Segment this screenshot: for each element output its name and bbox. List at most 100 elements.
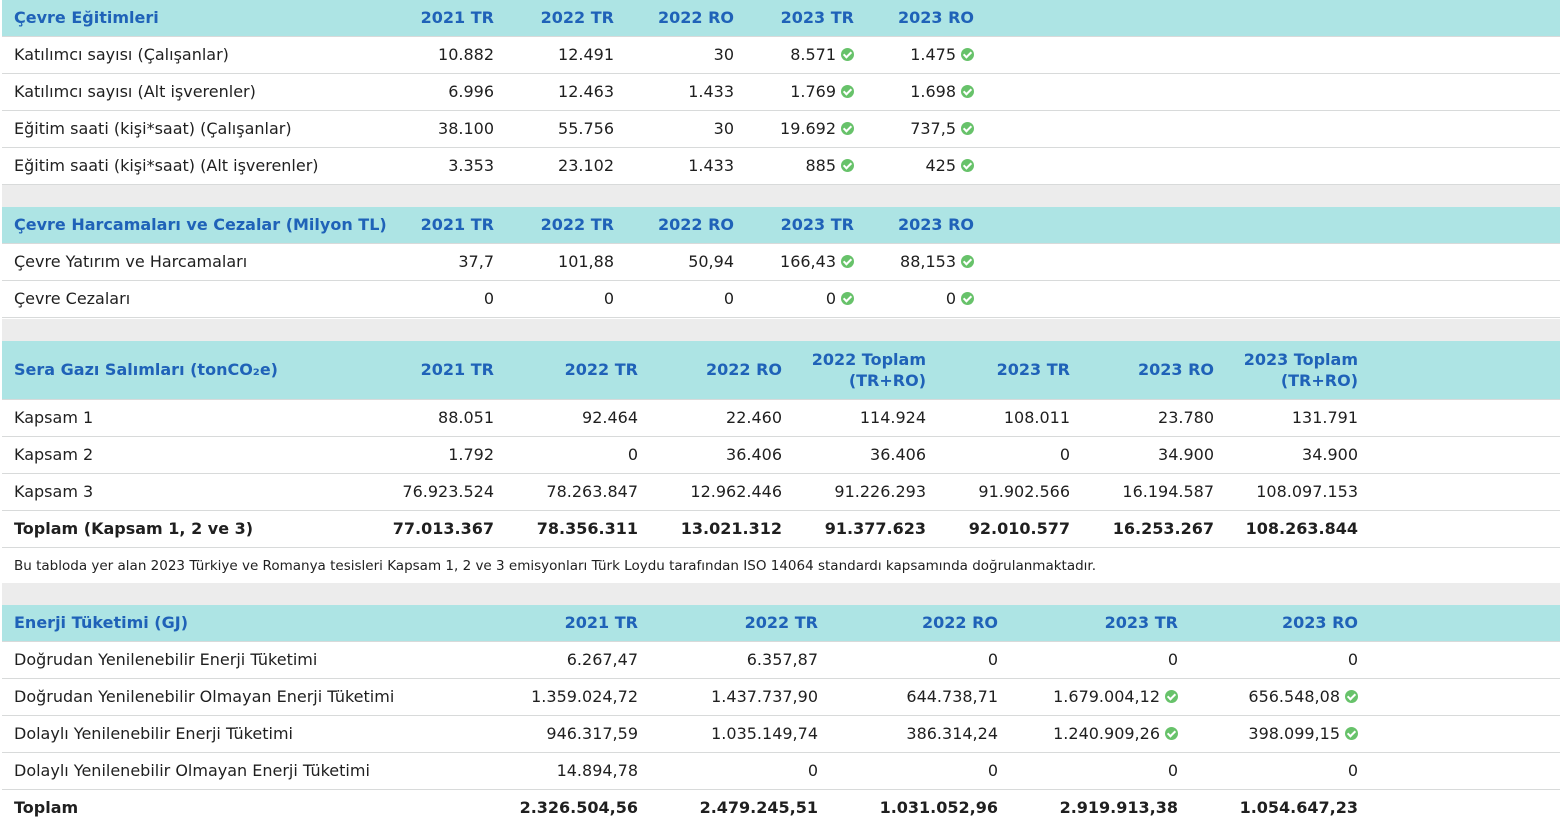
row-label: Kapsam 1 bbox=[14, 408, 94, 427]
col-header: 2021 TR bbox=[564, 613, 638, 632]
col-header: 2023 RO bbox=[1281, 613, 1358, 632]
value-cell: 13.021.312 bbox=[680, 519, 782, 538]
value-cell: 37,7 bbox=[458, 252, 494, 271]
section-separator bbox=[2, 583, 1560, 605]
value-cell: 101,88 bbox=[558, 252, 614, 271]
value-cell: 30 bbox=[713, 45, 734, 64]
row-label: Eğitim saati (kişi*saat) (Çalışanlar) bbox=[14, 119, 292, 138]
verified-value: 737,5 bbox=[910, 111, 974, 147]
verified-value: 0 bbox=[946, 281, 974, 317]
value-cell: 77.013.367 bbox=[392, 519, 494, 538]
value-text: 0 bbox=[825, 289, 836, 308]
verified-check-icon bbox=[841, 292, 854, 305]
value-cell: 108.263.844 bbox=[1245, 519, 1358, 538]
value-cell: 1.792 bbox=[448, 445, 494, 464]
col-header: 2022 TR bbox=[540, 215, 614, 234]
total-row: Toplam 2.326.504,56 2.479.245,51 1.031.0… bbox=[2, 790, 1560, 826]
value-cell: 0 bbox=[1347, 650, 1358, 669]
verified-value: 166,43 bbox=[780, 244, 854, 280]
value-cell: 6.357,87 bbox=[746, 650, 818, 669]
value-cell: 91.902.566 bbox=[978, 482, 1070, 501]
value-cell: 36.406 bbox=[726, 445, 782, 464]
value-cell: 22.460 bbox=[726, 408, 782, 427]
value-cell: 30 bbox=[713, 119, 734, 138]
value-text: 88,153 bbox=[900, 252, 956, 271]
verified-check-icon bbox=[1345, 690, 1358, 703]
value-cell: 2.326.504,56 bbox=[519, 798, 638, 817]
value-cell: 1.031.052,96 bbox=[879, 798, 998, 817]
value-cell: 946.317,59 bbox=[546, 724, 638, 743]
value-text: 656.548,08 bbox=[1248, 687, 1340, 706]
col-header: 2023 RO bbox=[1137, 360, 1214, 379]
value-cell: 23.102 bbox=[558, 156, 614, 175]
col-header: 2023 TR bbox=[996, 360, 1070, 379]
value-text: 1.679.004,12 bbox=[1053, 687, 1160, 706]
col-header: 2022 TR bbox=[540, 8, 614, 27]
row-label: Katılımcı sayısı (Alt işverenler) bbox=[14, 82, 256, 101]
expenses-header: Çevre Harcamaları ve Cezalar (Milyon TL)… bbox=[2, 207, 1560, 244]
value-cell: 38.100 bbox=[438, 119, 494, 138]
value-cell: 91.226.293 bbox=[834, 482, 926, 501]
verified-check-icon bbox=[961, 48, 974, 61]
value-cell: 1.359.024,72 bbox=[531, 687, 638, 706]
value-cell: 1.437.737,90 bbox=[711, 687, 818, 706]
value-cell: 10.882 bbox=[438, 45, 494, 64]
col-header: 2021 TR bbox=[420, 215, 494, 234]
value-cell: 12.463 bbox=[558, 82, 614, 101]
value-cell: 2.919.913,38 bbox=[1059, 798, 1178, 817]
col-header: 2021 TR bbox=[420, 8, 494, 27]
verified-value: 8.571 bbox=[790, 37, 854, 73]
row-label: Dolaylı Yenilenebilir Olmayan Enerji Tük… bbox=[14, 761, 370, 780]
value-cell: 12.962.446 bbox=[690, 482, 782, 501]
verified-value: 1.698 bbox=[910, 74, 974, 110]
value-cell: 92.464 bbox=[582, 408, 638, 427]
row-label: Çevre Cezaları bbox=[14, 289, 131, 308]
verified-check-icon bbox=[841, 122, 854, 135]
col-header: 2022 TR bbox=[564, 360, 638, 379]
verified-check-icon bbox=[1165, 690, 1178, 703]
value-cell: 108.011 bbox=[1003, 408, 1070, 427]
verified-value: 425 bbox=[925, 148, 974, 184]
col-header-line1: 2022 Toplam bbox=[811, 350, 926, 369]
table-row: Dolaylı Yenilenebilir Enerji Tüketimi 94… bbox=[2, 716, 1560, 753]
value-cell: 2.479.245,51 bbox=[699, 798, 818, 817]
value-cell: 108.097.153 bbox=[1256, 482, 1358, 501]
table-row: Doğrudan Yenilenebilir Olmayan Enerji Tü… bbox=[2, 679, 1560, 716]
value-cell: 1.433 bbox=[688, 156, 734, 175]
row-label: Toplam bbox=[14, 798, 79, 817]
row-label: Doğrudan Yenilenebilir Enerji Tüketimi bbox=[14, 650, 318, 669]
verified-value: 19.692 bbox=[780, 111, 854, 147]
verified-check-icon bbox=[841, 48, 854, 61]
expenses-table: Çevre Harcamaları ve Cezalar (Milyon TL)… bbox=[2, 207, 1560, 318]
table-row: Kapsam 3 76.923.524 78.263.847 12.962.44… bbox=[2, 474, 1560, 511]
value-cell: 114.924 bbox=[859, 408, 926, 427]
expenses-title: Çevre Harcamaları ve Cezalar (Milyon TL) bbox=[14, 215, 387, 234]
value-text: 737,5 bbox=[910, 119, 956, 138]
value-cell: 386.314,24 bbox=[906, 724, 998, 743]
row-label: Eğitim saati (kişi*saat) (Alt işverenler… bbox=[14, 156, 319, 175]
table-row: Kapsam 1 88.051 92.464 22.460 114.924 10… bbox=[2, 400, 1560, 437]
energy-table: Enerji Tüketimi (GJ) 2021 TR 2022 TR 202… bbox=[2, 605, 1560, 826]
col-header: 2023 TR bbox=[780, 215, 854, 234]
verified-check-icon bbox=[961, 255, 974, 268]
value-cell: 91.377.623 bbox=[824, 519, 926, 538]
value-cell: 6.267,47 bbox=[566, 650, 638, 669]
verified-value: 1.240.909,26 bbox=[1053, 716, 1178, 752]
col-header-line2: (TR+RO) bbox=[848, 371, 926, 390]
value-text: 1.698 bbox=[910, 82, 956, 101]
verified-value: 885 bbox=[805, 148, 854, 184]
value-text: 166,43 bbox=[780, 252, 836, 271]
value-cell: 0 bbox=[1167, 761, 1178, 780]
table-row: Dolaylı Yenilenebilir Olmayan Enerji Tük… bbox=[2, 753, 1560, 790]
note-row: Bu tabloda yer alan 2023 Türkiye ve Roma… bbox=[2, 548, 1560, 585]
col-header: 2023 RO bbox=[897, 215, 974, 234]
section-separator bbox=[2, 185, 1560, 207]
verified-check-icon bbox=[841, 255, 854, 268]
table-row: Doğrudan Yenilenebilir Enerji Tüketimi 6… bbox=[2, 642, 1560, 679]
value-cell: 50,94 bbox=[688, 252, 734, 271]
verified-value: 1.475 bbox=[910, 37, 974, 73]
education-table: Çevre Eğitimleri 2021 TR 2022 TR 2022 RO… bbox=[2, 0, 1560, 185]
value-cell: 76.923.524 bbox=[402, 482, 494, 501]
verified-check-icon bbox=[961, 292, 974, 305]
value-text: 1.240.909,26 bbox=[1053, 724, 1160, 743]
